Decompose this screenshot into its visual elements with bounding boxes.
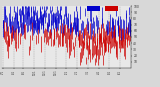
Bar: [105, 6, 118, 11]
Bar: [87, 6, 100, 11]
